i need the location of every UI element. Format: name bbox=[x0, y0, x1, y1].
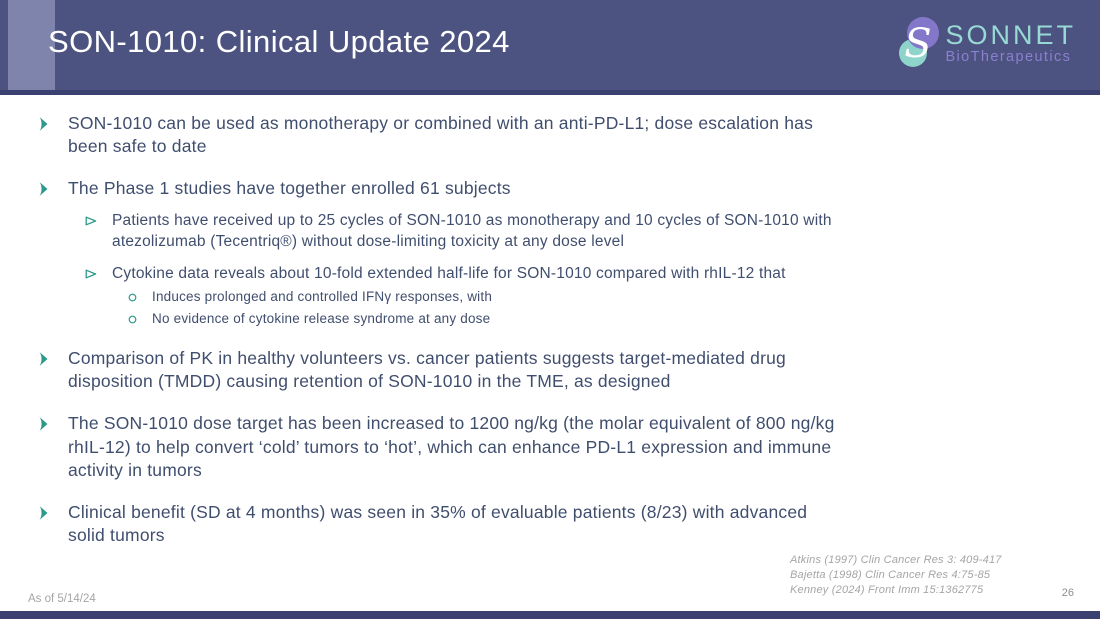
circle-bullet-icon bbox=[128, 315, 137, 324]
reference-line: Bajetta (1998) Clin Cancer Res 4:75-85 bbox=[790, 569, 991, 581]
bullet-item-level-1: Clinical benefit (SD at 4 months) was se… bbox=[0, 501, 1100, 547]
footer-bar bbox=[0, 611, 1100, 619]
arrowhead-bullet-icon bbox=[85, 269, 97, 279]
bullet-text: No evidence of cytokine release syndrome… bbox=[152, 310, 491, 326]
company-logo: S SONNET BioTherapeutics bbox=[897, 14, 1076, 72]
bullet-item-level-3: No evidence of cytokine release syndrome… bbox=[0, 310, 1100, 329]
bullet-list: SON-1010 can be used as monotherapy or c… bbox=[0, 95, 1100, 547]
references-block: Atkins (1997) Clin Cancer Res 3: 409-417… bbox=[790, 553, 1002, 598]
slide-header: SON-1010: Clinical Update 2024 S SONNET … bbox=[0, 0, 1100, 95]
bullet-item-level-3: Induces prolonged and controlled IFNγ re… bbox=[0, 288, 1100, 307]
header-bottom-strip bbox=[0, 90, 1100, 95]
arrowhead-bullet-icon bbox=[85, 216, 97, 226]
bullet-marker bbox=[38, 177, 68, 197]
bullet-item-level-1: Comparison of PK in healthy volunteers v… bbox=[0, 347, 1100, 393]
slide-title: SON-1010: Clinical Update 2024 bbox=[48, 24, 510, 59]
bullet-text: Induces prolonged and controlled IFNγ re… bbox=[152, 289, 493, 305]
arrow-bullet-icon bbox=[39, 505, 48, 520]
bullet-marker bbox=[38, 501, 68, 520]
bullet-text: The Phase 1 studies have together enroll… bbox=[68, 178, 511, 199]
logo-text: SONNET BioTherapeutics bbox=[945, 19, 1076, 65]
bullet-item-level-2: Patients have received up to 25 cycles o… bbox=[0, 211, 1100, 253]
circle-bullet-icon bbox=[128, 293, 137, 302]
bullet-text: Comparison of PK in healthy volunteers v… bbox=[68, 348, 786, 392]
bullet-text: Cytokine data reveals about 10-fold exte… bbox=[112, 265, 786, 283]
bullet-text: Patients have received up to 25 cycles o… bbox=[112, 212, 832, 251]
arrow-bullet-icon bbox=[39, 417, 48, 432]
arrow-bullet-icon bbox=[39, 117, 48, 131]
reference-line: Kenney (2024) Front Imm 15:1362775 bbox=[790, 584, 984, 596]
bullet-marker bbox=[128, 288, 152, 302]
reference-line: Atkins (1997) Clin Cancer Res 3: 409-417 bbox=[790, 554, 1002, 566]
bullet-marker bbox=[85, 264, 112, 280]
page-number: 26 bbox=[1061, 587, 1074, 599]
bullet-item-level-1: The SON-1010 dose target has been increa… bbox=[0, 412, 1100, 481]
bullet-marker bbox=[128, 310, 152, 324]
bullet-marker bbox=[38, 412, 68, 432]
arrow-bullet-icon bbox=[39, 352, 48, 367]
as-of-date: As of 5/14/24 bbox=[28, 593, 96, 605]
bullet-text: Clinical benefit (SD at 4 months) was se… bbox=[68, 501, 808, 545]
header-accent-bar bbox=[8, 0, 55, 90]
bullet-text: The SON-1010 dose target has been increa… bbox=[68, 413, 835, 480]
logo-company-name: SONNET bbox=[945, 19, 1076, 50]
logo-company-subtitle: BioTherapeutics bbox=[945, 48, 1072, 65]
bullet-marker bbox=[38, 112, 68, 131]
svg-text:S: S bbox=[905, 21, 932, 67]
bullet-item-level-1: SON-1010 can be used as monotherapy or c… bbox=[0, 112, 1100, 158]
bullet-text: SON-1010 can be used as monotherapy or c… bbox=[68, 113, 814, 157]
bullet-item-level-1: The Phase 1 studies have together enroll… bbox=[0, 177, 1100, 200]
arrow-bullet-icon bbox=[39, 182, 48, 197]
bullet-marker bbox=[38, 347, 68, 367]
sonnet-s-logo-icon: S bbox=[899, 17, 940, 67]
bullet-marker bbox=[85, 211, 112, 227]
bullet-item-level-2: Cytokine data reveals about 10-fold exte… bbox=[0, 264, 1100, 285]
